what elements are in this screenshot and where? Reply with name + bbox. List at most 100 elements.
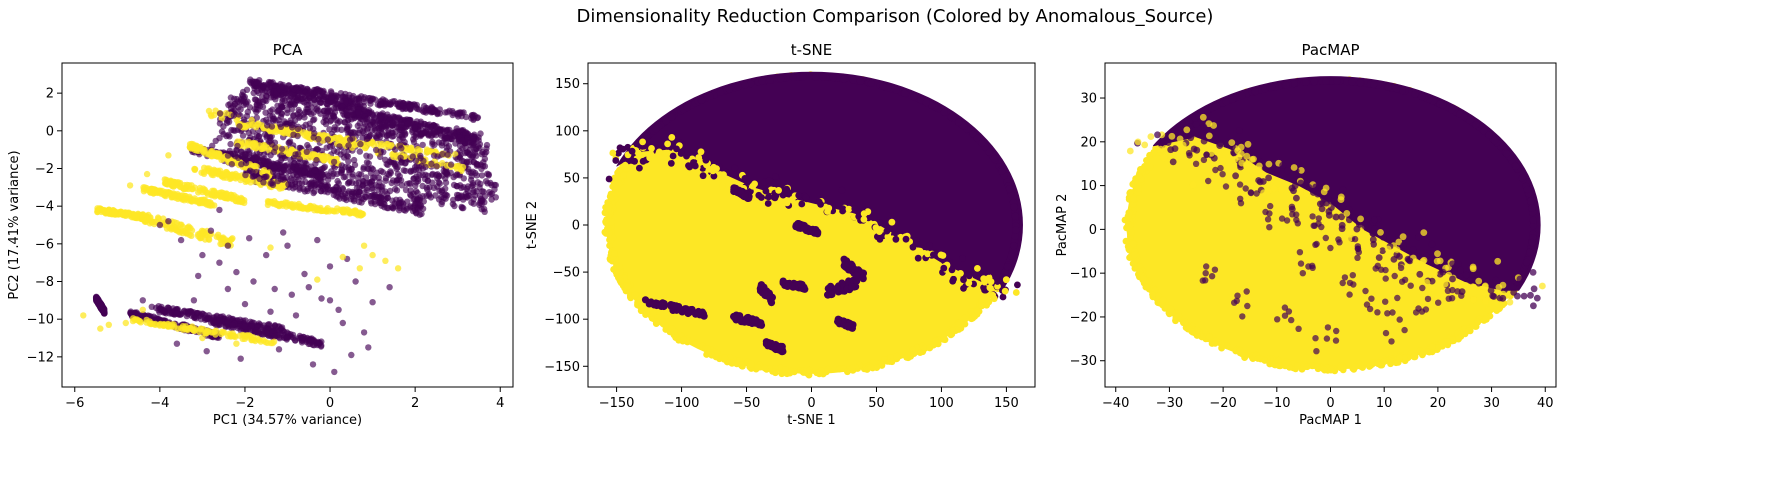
scatter-point — [326, 297, 334, 304]
scatter-point — [284, 242, 291, 249]
scatter-point — [856, 77, 865, 85]
scatter-point — [141, 218, 149, 225]
scatter-point — [434, 153, 441, 160]
scatter-point — [231, 150, 238, 157]
scatter-point — [650, 309, 657, 317]
scatter-point — [156, 221, 164, 229]
scatter-point — [143, 170, 151, 178]
scatter-point — [301, 168, 309, 175]
scatter-point — [343, 152, 350, 159]
scatter-point — [207, 111, 215, 118]
scatter-point — [464, 135, 471, 142]
scatter-point — [256, 175, 263, 183]
scatter-point — [616, 166, 624, 174]
scatter-point — [305, 109, 312, 116]
scatter-point — [407, 167, 414, 174]
figure-suptitle: Dimensionality Reduction Comparison (Col… — [576, 6, 1214, 27]
scatter-point — [350, 209, 357, 216]
scatter-point — [835, 365, 843, 373]
scatter-point — [439, 150, 446, 158]
scatter-point — [241, 300, 249, 308]
scatter-point — [267, 108, 274, 115]
scatter-point — [188, 232, 195, 239]
scatter-point — [309, 341, 317, 349]
scatter-point — [358, 194, 366, 202]
scatter-point — [247, 76, 254, 83]
scatter-point — [288, 121, 296, 128]
scatter-point — [339, 186, 347, 193]
scatter-point — [382, 122, 389, 130]
scatter-point — [726, 354, 734, 361]
scatter-point — [279, 98, 286, 105]
scatter-point — [318, 165, 326, 173]
scatter-point — [259, 103, 267, 111]
scatter-point — [165, 218, 172, 225]
scatter-point — [298, 84, 305, 92]
scatter-point — [187, 225, 194, 232]
scatter-point — [444, 151, 451, 158]
scatter-point — [453, 183, 461, 190]
scatter-point — [345, 188, 352, 195]
scatter-point — [201, 147, 208, 154]
scatter-point — [218, 128, 226, 135]
scatter-point — [416, 172, 423, 179]
scatter-point — [315, 87, 323, 94]
scatter-point — [133, 309, 140, 316]
scatter-point — [465, 192, 472, 199]
scatter-point — [473, 160, 480, 168]
scatter-point — [324, 176, 332, 184]
scatter-point — [471, 146, 478, 154]
scatter-point — [296, 144, 303, 152]
scatter-point — [237, 355, 244, 362]
scatter-point — [967, 308, 975, 315]
scatter-point — [165, 152, 172, 159]
scatter-point — [442, 175, 449, 182]
scatter-point — [216, 134, 223, 142]
scatter-point — [329, 173, 336, 180]
scatter-point — [747, 80, 755, 88]
scatter-point — [342, 173, 349, 180]
scatter-point — [197, 325, 205, 332]
scatter-point — [198, 199, 206, 207]
scatter-point — [326, 263, 334, 270]
scatter-point — [307, 89, 314, 97]
scatter-point — [360, 242, 368, 249]
scatter-point — [470, 196, 477, 203]
scatter-point — [337, 169, 345, 177]
scatter-point — [631, 291, 639, 299]
scatter-point — [272, 200, 279, 207]
scatter-point — [294, 95, 301, 102]
scatter-point — [195, 189, 202, 196]
scatter-point — [422, 171, 429, 178]
scatter-point — [171, 219, 178, 226]
scatter-point — [435, 172, 443, 180]
scatter-point — [359, 182, 366, 190]
scatter-point — [166, 310, 173, 317]
scatter-point — [428, 133, 435, 140]
scatter-point — [473, 152, 480, 159]
scatter-point — [233, 268, 240, 276]
scatter-point — [239, 335, 246, 343]
scatter-point — [247, 162, 254, 169]
y-tick-label: −4 — [35, 200, 54, 215]
scatter-point — [342, 98, 349, 105]
scatter-point — [407, 187, 414, 194]
scatter-point — [252, 329, 259, 336]
scatter-point — [990, 155, 998, 163]
scatter-point — [284, 106, 291, 113]
scatter-point — [358, 210, 365, 217]
scatter-point — [237, 97, 245, 104]
scatter-point — [194, 309, 201, 317]
scatter-point — [423, 184, 430, 191]
scatter-point — [485, 172, 492, 179]
scatter-point — [267, 79, 274, 86]
scatter-point — [365, 344, 372, 351]
scatter-point — [360, 129, 367, 137]
scatter-point — [277, 176, 284, 183]
scatter-point — [323, 144, 330, 151]
panel-1: −150 −100 −50 0 50 100 150150100500−50−100−150… — [525, 41, 1036, 428]
scatter-point — [311, 188, 318, 195]
scatter-point — [373, 134, 381, 141]
scatter-point — [428, 123, 435, 130]
